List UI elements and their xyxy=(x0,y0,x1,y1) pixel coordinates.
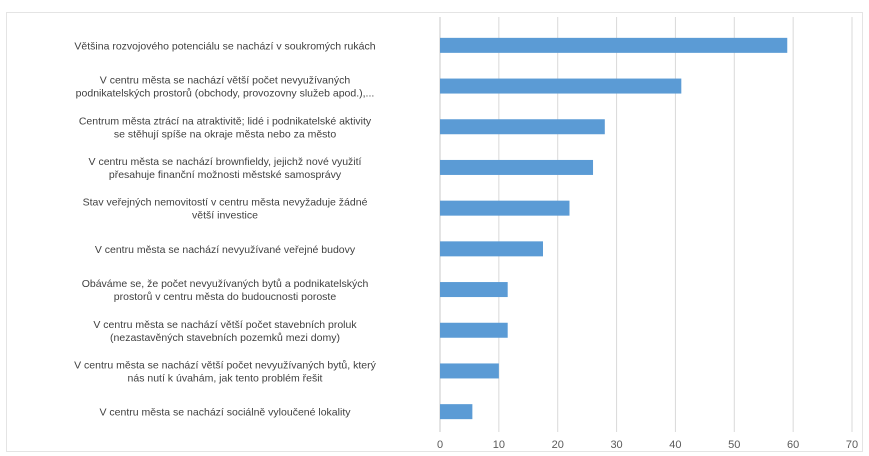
bar xyxy=(440,200,570,216)
bar xyxy=(440,404,473,420)
x-tick-label: 70 xyxy=(846,439,858,451)
x-tick-label: 0 xyxy=(437,439,443,451)
category-label: Obáváme se, že počet nevyužívaných bytů … xyxy=(82,278,369,303)
bar xyxy=(440,363,499,379)
category-label: V centru města se nachází větší počet st… xyxy=(93,319,357,344)
category-labels: Většina rozvojového potenciálu se nacház… xyxy=(74,40,376,418)
bar xyxy=(440,322,508,338)
category-label: V centru města se nachází nevyužívané ve… xyxy=(95,244,356,256)
x-tick-label: 10 xyxy=(493,439,505,451)
category-label: V centru města se nachází větší počet ne… xyxy=(74,359,376,384)
category-label: Centrum města ztrácí na atraktivitě; lid… xyxy=(79,115,372,140)
bar xyxy=(440,78,682,94)
x-tick-label: 40 xyxy=(669,439,681,451)
x-tick-label: 60 xyxy=(787,439,799,451)
bars xyxy=(440,37,788,420)
bar xyxy=(440,119,605,135)
category-label: V centru města se nachází brownfieldy, j… xyxy=(89,156,362,181)
bar xyxy=(440,282,508,298)
category-label: Většina rozvojového potenciálu se nacház… xyxy=(74,40,375,52)
bar xyxy=(440,159,594,175)
x-tick-label: 50 xyxy=(728,439,740,451)
bar xyxy=(440,37,788,53)
bar xyxy=(440,241,543,257)
category-label: V centru města se nachází sociálně vylou… xyxy=(100,407,352,419)
category-label: V centru města se nachází větší počet ne… xyxy=(76,75,375,100)
category-label: Stav veřejných nemovitostí v centru měst… xyxy=(83,197,368,222)
x-tick-label: 30 xyxy=(610,439,622,451)
x-tick-label: 20 xyxy=(552,439,564,451)
x-axis-ticks: 0 10 20 30 40 50 60 70 xyxy=(437,439,858,451)
